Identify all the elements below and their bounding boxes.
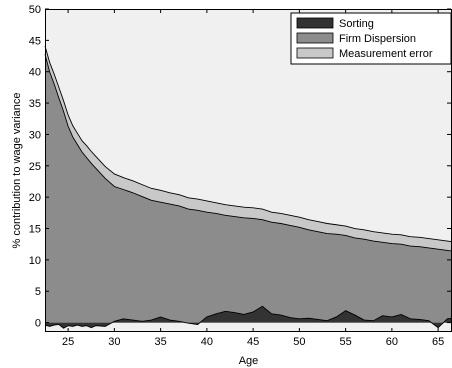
x-tick-label: 35 bbox=[155, 336, 167, 348]
x-tick-label: 50 bbox=[293, 336, 305, 348]
y-tick-label: 10 bbox=[29, 255, 41, 267]
y-tick-label: 15 bbox=[29, 224, 41, 236]
line-measurement-error-top bbox=[44, 45, 452, 243]
y-tick-label: 25 bbox=[29, 161, 41, 173]
y-tick-label: 40 bbox=[29, 67, 41, 79]
y-tick-label: 45 bbox=[29, 35, 41, 47]
x-tick-label: 65 bbox=[432, 336, 444, 348]
x-tick-label: 40 bbox=[201, 336, 213, 348]
x-tick-label: 25 bbox=[62, 336, 74, 348]
legend-swatch-measurement-error bbox=[296, 47, 334, 59]
area-measurement-error bbox=[45, 46, 452, 252]
line-sorting bbox=[44, 305, 452, 329]
y-tick-label: 20 bbox=[29, 192, 41, 204]
legend-swatch-firm-dispersion bbox=[296, 32, 334, 44]
x-axis-label: Age bbox=[239, 355, 259, 367]
legend-label-measurement-error: Measurement error bbox=[339, 48, 433, 60]
legend-label-firm-dispersion: Firm Dispersion bbox=[339, 33, 416, 45]
area-sorting bbox=[45, 306, 452, 329]
legend-swatch-sorting bbox=[296, 17, 334, 29]
line-firm-dispersion-top bbox=[44, 54, 452, 252]
x-tick-label: 45 bbox=[247, 336, 259, 348]
legend-label-sorting: Sorting bbox=[339, 18, 374, 30]
y-tick-label: 0 bbox=[35, 318, 41, 330]
y-axis-label: % contribution to wage variance bbox=[11, 93, 23, 249]
y-tick-label: 35 bbox=[29, 98, 41, 110]
area-firm-dispersion bbox=[45, 54, 452, 323]
x-tick-label: 30 bbox=[108, 336, 120, 348]
legend: Sorting Firm Dispersion Measurement erro… bbox=[290, 12, 452, 65]
x-tick-label: 60 bbox=[386, 336, 398, 348]
x-tick-label: 55 bbox=[340, 336, 352, 348]
y-tick-label: 5 bbox=[35, 286, 41, 298]
y-tick-label: 50 bbox=[29, 4, 41, 16]
y-tick-label: 30 bbox=[29, 129, 41, 141]
